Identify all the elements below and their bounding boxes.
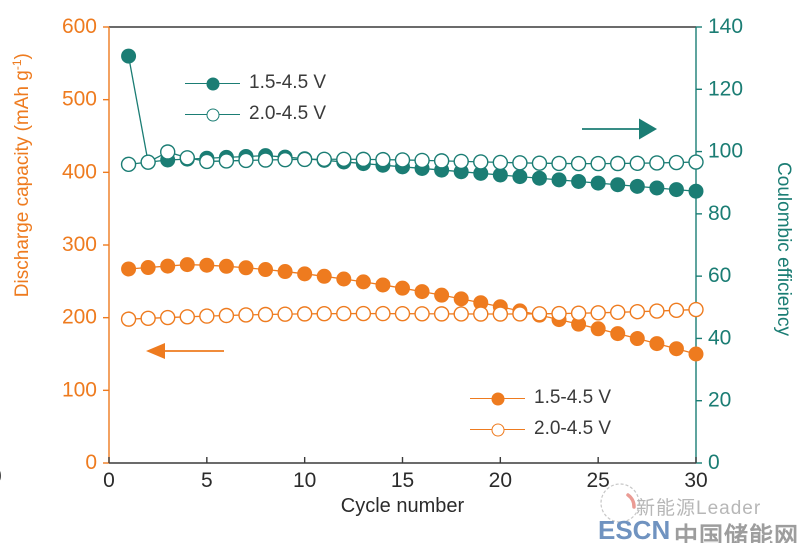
svg-text:60: 60	[708, 264, 731, 287]
svg-text:200: 200	[62, 306, 97, 329]
svg-text:300: 300	[62, 233, 97, 256]
svg-text:5: 5	[201, 469, 213, 492]
svg-text:600: 600	[62, 15, 97, 38]
svg-text:15: 15	[391, 469, 414, 492]
svg-text:0: 0	[708, 451, 720, 474]
svg-text:100: 100	[708, 140, 743, 163]
svg-text:30: 30	[684, 469, 707, 492]
svg-text:0: 0	[103, 469, 115, 492]
svg-text:80: 80	[708, 202, 731, 225]
svg-text:120: 120	[708, 77, 743, 100]
svg-text:10: 10	[293, 469, 316, 492]
svg-text:20: 20	[489, 469, 512, 492]
svg-text:0: 0	[85, 451, 97, 474]
svg-text:40: 40	[708, 326, 731, 349]
svg-text:500: 500	[62, 88, 97, 111]
svg-text:100: 100	[62, 378, 97, 401]
svg-text:20: 20	[708, 389, 731, 412]
svg-text:400: 400	[62, 160, 97, 183]
svg-text:140: 140	[708, 15, 743, 38]
